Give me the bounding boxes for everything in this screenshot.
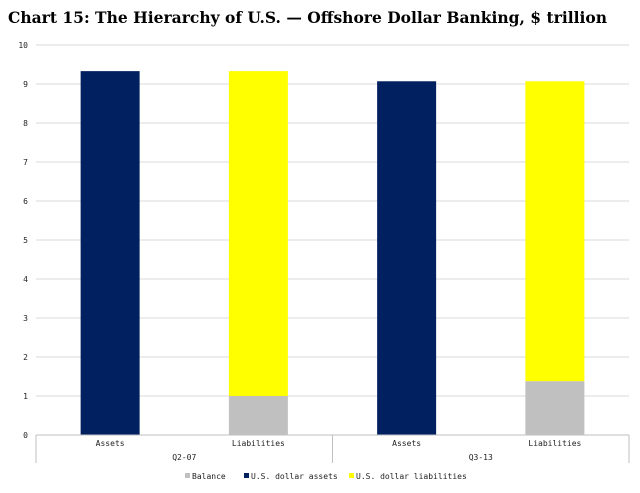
legend-swatch-u-s-dollar-liabilities — [349, 473, 354, 478]
legend-label-u-s-dollar-assets: U.S. dollar assets — [251, 472, 338, 481]
bar-balance — [228, 396, 288, 435]
y-axis-tick-labels: 0 1 2 3 4 5 6 7 8 9 10 — [18, 41, 28, 440]
bar-u-s-dollar-liabilities — [228, 71, 288, 396]
y-tick-label: 1 — [23, 392, 28, 401]
y-tick-label: 5 — [23, 236, 28, 245]
legend-label-u-s-dollar-liabilities: U.S. dollar liabilities — [356, 472, 467, 481]
y-tick-label: 4 — [23, 275, 28, 284]
bar-u-s-dollar-assets — [377, 81, 437, 436]
chart-title: Chart 15: The Hierarchy of U.S. — Offsho… — [8, 8, 607, 27]
y-tick-label: 7 — [23, 158, 28, 167]
x-tick-label: Assets — [96, 439, 125, 448]
bar-u-s-dollar-liabilities — [525, 81, 585, 382]
bar-segments — [80, 71, 585, 436]
y-tick-label: 10 — [18, 41, 28, 50]
y-tick-label: 3 — [23, 314, 28, 323]
x-tick-label: Liabilities — [528, 439, 581, 448]
x-tick-label: Liabilities — [232, 439, 285, 448]
y-tick-label: 0 — [23, 431, 28, 440]
legend: Balance U.S. dollar assets U.S. dollar lia… — [185, 472, 467, 481]
x-group-label: Q2-07 — [172, 453, 196, 462]
legend-swatch-balance — [185, 473, 190, 478]
x-tick-label: Assets — [392, 439, 421, 448]
y-tick-label: 2 — [23, 353, 28, 362]
legend-label-balance: Balance — [192, 472, 226, 481]
y-tick-label: 8 — [23, 119, 28, 128]
legend-swatch-u-s-dollar-assets — [244, 473, 249, 478]
category-axis: Assets Liabilities Assets Liabilities Q2-07 Q… — [35, 434, 630, 463]
x-group-label: Q3-13 — [469, 453, 493, 462]
bar-balance — [525, 381, 585, 435]
y-tick-label: 9 — [23, 80, 28, 89]
y-tick-label: 6 — [23, 197, 28, 206]
bar-u-s-dollar-assets — [80, 71, 140, 435]
